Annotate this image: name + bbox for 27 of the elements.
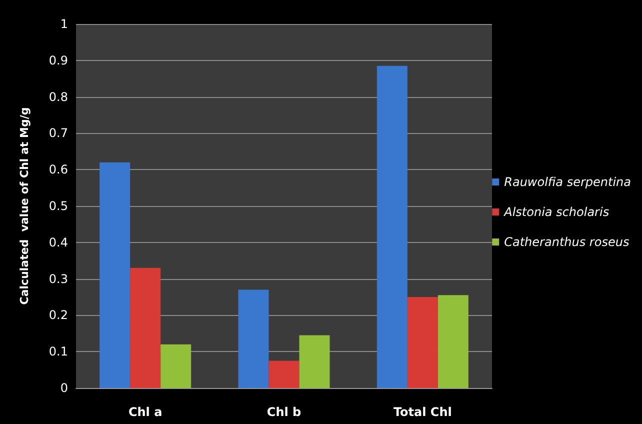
y-tick-label: 0.4 — [48, 235, 68, 250]
bar — [299, 335, 330, 388]
y-tick-label: 0.5 — [48, 199, 68, 213]
bar — [407, 297, 438, 388]
y-tick-label: 0 — [60, 381, 68, 395]
bar — [100, 162, 130, 388]
y-tick-label: 0.3 — [48, 272, 68, 286]
bar — [376, 66, 408, 388]
legend-label: Catheranthus roseus — [504, 235, 630, 249]
x-tick-label: Total Chl — [393, 405, 452, 419]
bar — [268, 360, 300, 388]
bar — [130, 268, 161, 388]
y-tick-label: 0.9 — [48, 53, 68, 68]
bar — [160, 344, 192, 388]
y-tick-label: 0.8 — [48, 90, 68, 104]
x-tick-label: Chl b — [266, 405, 302, 419]
y-axis-title: Calculated value of Chl at Mg/g — [18, 107, 31, 305]
legend-label: Alstonia scholaris — [503, 205, 610, 219]
y-tick-label: 0.6 — [48, 162, 68, 177]
legend-label: Rauwolfia serpentina — [504, 175, 632, 189]
y-tick-label: 0.1 — [48, 344, 68, 359]
y-tick-label: 1 — [60, 17, 68, 31]
y-tick-label: 0.7 — [48, 126, 68, 140]
bar — [438, 295, 468, 388]
y-tick-label: 0.2 — [48, 308, 68, 322]
bar — [238, 290, 269, 388]
x-tick-label: Chl a — [128, 405, 162, 419]
